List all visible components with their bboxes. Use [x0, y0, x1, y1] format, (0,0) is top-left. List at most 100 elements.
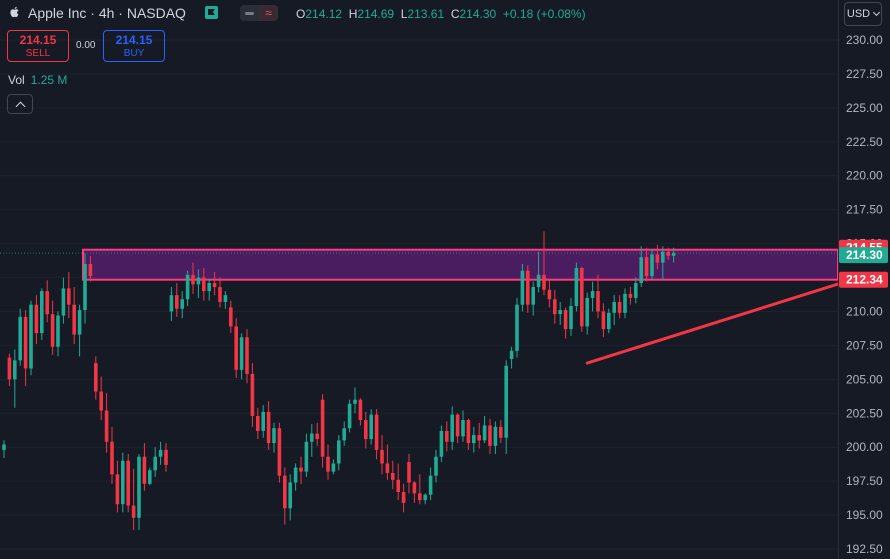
- candle-body: [601, 311, 606, 330]
- candle-body: [61, 288, 66, 316]
- candle-body: [617, 301, 622, 313]
- price-label-text: 212.34: [846, 273, 883, 287]
- candle-body: [234, 326, 238, 370]
- candle-body: [18, 316, 22, 361]
- open-label: O: [296, 7, 306, 21]
- candle-body: [158, 449, 163, 457]
- candle-body: [293, 467, 298, 483]
- low-value: 213.61: [407, 7, 445, 21]
- candle-body: [326, 456, 330, 472]
- candle-body: [353, 399, 357, 404]
- trendline[interactable]: [585, 278, 854, 365]
- price-tick-label: 200.00: [846, 440, 883, 454]
- candle-body: [315, 433, 319, 440]
- buy-button[interactable]: 214.15 BUY: [103, 30, 165, 62]
- candle-body: [288, 482, 292, 509]
- candle-body: [504, 365, 508, 438]
- candle-body: [299, 467, 303, 472]
- candle-body: [574, 268, 579, 307]
- price-tick-label: 202.50: [846, 406, 883, 420]
- sell-button[interactable]: 214.15 SELL: [7, 30, 69, 62]
- volume-value: 1.25 M: [30, 73, 68, 87]
- candle-body: [585, 297, 589, 327]
- collapse-legend-button[interactable]: [7, 94, 33, 114]
- candle-body: [218, 287, 222, 302]
- candle-body: [666, 251, 670, 256]
- candle-body: [515, 304, 519, 351]
- currency-label: USD: [846, 8, 871, 20]
- wave-icon[interactable]: ≈: [259, 5, 278, 21]
- candle-body: [320, 399, 325, 457]
- candle-body: [310, 433, 314, 442]
- high-label: H: [348, 7, 358, 21]
- candle-body: [99, 391, 103, 411]
- candle-body: [358, 399, 363, 421]
- price-tick-label: 207.50: [846, 338, 883, 352]
- price-tick-label: 230.00: [846, 33, 883, 47]
- candle-body: [364, 420, 368, 440]
- candle-body: [569, 306, 573, 330]
- candle-body: [164, 449, 168, 465]
- candle-body: [391, 472, 395, 480]
- market-flag-icon[interactable]: [205, 6, 218, 19]
- resistance-zone[interactable]: [82, 248, 839, 281]
- candle-body: [639, 257, 643, 283]
- candle-body: [266, 411, 271, 444]
- candle-body: [67, 288, 71, 305]
- candle-body: [466, 420, 471, 444]
- candle-body: [223, 295, 228, 302]
- candle-body: [229, 307, 233, 327]
- open-value: 214.12: [305, 7, 343, 21]
- candle-body: [396, 479, 400, 492]
- candle-body: [104, 410, 109, 442]
- candle-body: [283, 475, 287, 509]
- price-label-badge: [839, 271, 888, 288]
- candle-body: [304, 441, 309, 472]
- sell-label: SELL: [25, 48, 51, 59]
- candle-body: [374, 414, 379, 450]
- candle-body: [536, 274, 541, 288]
- candle-body: [185, 274, 190, 300]
- currency-selector[interactable]: USD: [844, 2, 882, 26]
- candle-body: [385, 463, 390, 473]
- buy-price: 214.15: [115, 33, 153, 47]
- candle-body: [115, 474, 120, 505]
- candle-body: [526, 270, 530, 305]
- candle-body: [250, 373, 255, 416]
- candle-body: [121, 460, 125, 505]
- ohlc-readout: O214.12 H214.69 L213.61 C214.30 +0.18 (+…: [296, 7, 586, 21]
- symbol-title[interactable]: Apple Inc · 4h · NASDAQ: [28, 5, 186, 21]
- price-tick-label: 192.50: [846, 542, 883, 556]
- candle-body: [245, 337, 249, 374]
- candle-body: [401, 491, 406, 503]
- buy-label: BUY: [123, 48, 145, 59]
- apple-logo-icon: [10, 6, 19, 18]
- candle-body: [148, 470, 152, 484]
- candle-body: [94, 363, 98, 392]
- chevron-down-icon: [873, 8, 881, 17]
- minus-icon[interactable]: [240, 5, 259, 21]
- candle-body: [50, 314, 55, 347]
- candle-body: [542, 274, 546, 290]
- price-tick-label: 227.50: [846, 67, 883, 81]
- candle-body: [277, 428, 282, 476]
- chart-mode-toggle[interactable]: ≈: [240, 5, 278, 21]
- candle-body: [261, 411, 265, 431]
- price-tick-label: 205.00: [846, 372, 883, 386]
- candle-body: [380, 449, 384, 464]
- candle-body: [191, 274, 195, 285]
- candle-body: [272, 428, 276, 444]
- price-tick-label: 220.00: [846, 169, 883, 183]
- candle-body: [212, 282, 217, 288]
- candle-body: [650, 254, 654, 277]
- candle-body: [461, 420, 465, 437]
- volume-legend: Vol 1.25 M: [8, 73, 67, 87]
- candle-body: [407, 462, 411, 483]
- candle-body: [369, 414, 373, 440]
- candle-body: [547, 289, 552, 300]
- sell-price: 214.15: [19, 33, 57, 47]
- candle-body: [477, 434, 481, 441]
- spread-value: 0.00: [76, 40, 96, 51]
- candle-body: [623, 293, 627, 313]
